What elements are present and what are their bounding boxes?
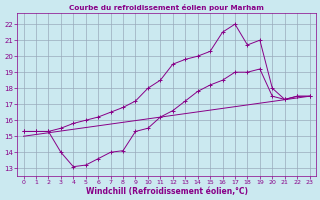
X-axis label: Windchill (Refroidissement éolien,°C): Windchill (Refroidissement éolien,°C): [85, 187, 248, 196]
Title: Courbe du refroidissement éolien pour Marham: Courbe du refroidissement éolien pour Ma…: [69, 4, 264, 11]
